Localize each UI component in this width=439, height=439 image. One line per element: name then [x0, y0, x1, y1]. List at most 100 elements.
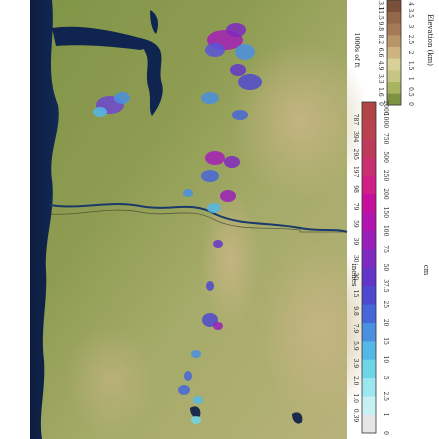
precipitation-blob — [224, 156, 240, 168]
precipitation-colorbar-segment — [362, 304, 376, 323]
precipitation-tick-inch: 79 — [352, 203, 359, 211]
precipitation-colorbar-segment — [362, 212, 376, 232]
precipitation-blob — [93, 107, 107, 117]
precipitation-blob — [193, 396, 203, 404]
elevation-tick-km: 3 — [407, 24, 414, 28]
precipitation-blob — [178, 385, 190, 395]
highland-cascades — [200, 190, 260, 330]
precipitation-tick-inch: 98 — [352, 185, 359, 193]
elevation-tick-km: 1 — [407, 77, 414, 81]
precipitation-tick-cm: 1 — [382, 413, 389, 417]
elevation-tick-km: 1.5 — [407, 61, 414, 71]
pacific-ocean — [30, 0, 59, 439]
highland-east — [230, 40, 370, 200]
precipitation-blob — [191, 350, 201, 358]
precipitation-tick-cm: 2000 — [382, 100, 389, 115]
precipitation-tick-cm: 50 — [382, 264, 389, 272]
elevation-tick-ft: 4.9 — [377, 61, 384, 71]
precipitation-blob — [226, 23, 246, 37]
precipitation-tick-cm: 15 — [382, 337, 389, 345]
precipitation-tick-cm: 25 — [382, 300, 389, 308]
elevation-colorbar — [386, 0, 402, 106]
elevation-colorbar-segment — [387, 0, 401, 12]
precipitation-blob — [213, 240, 223, 248]
precipitation-colorbar-segment — [362, 396, 376, 415]
precipitation-overlay — [93, 23, 262, 424]
precipitation-tick-inch: 20 — [352, 272, 359, 280]
precipitation-colorbar-segment — [362, 359, 376, 379]
precipitation-colorbar-segment — [362, 341, 376, 360]
precipitation-tick-inch: 5.9 — [352, 341, 359, 351]
precipitation-blob — [220, 190, 236, 202]
elevation-tick-ft: 1.6 — [377, 87, 384, 97]
precipitation-blob — [238, 74, 262, 90]
precipitation-tick-inch: 30 — [352, 255, 359, 263]
elevation-tick-ft: 8.2 — [377, 35, 384, 45]
strait-of-juan-de-fuca — [52, 26, 149, 50]
elevation-tick-km: 4 — [407, 2, 414, 6]
precipitation-blob — [207, 203, 221, 213]
precipitation-blob — [205, 43, 225, 57]
lake-1 — [190, 406, 201, 418]
precipitation-tick-cm: 250 — [382, 170, 389, 182]
precipitation-blob — [230, 64, 246, 76]
precipitation-tick-inch: 295 — [352, 149, 359, 161]
elevation-tick-ft: 3.3 — [377, 74, 384, 84]
elevation-tick-km: 0 — [407, 102, 414, 106]
precipitation-tick-cm: 500 — [382, 151, 389, 163]
precipitation-tick-inch: 197 — [352, 166, 359, 178]
precipitation-tick-inch: 787 — [352, 114, 359, 126]
highland-southeast — [260, 240, 380, 420]
puget-sound — [140, 38, 163, 116]
elevation-colorbar-frame — [386, 0, 402, 106]
precipitation-tick-inch: 9.8 — [352, 306, 359, 316]
precipitation-tick-cm: 75 — [382, 245, 389, 253]
precipitation-tick-inch: 39 — [352, 238, 359, 246]
precipitation-blob — [114, 92, 130, 104]
precipitation-blob — [191, 416, 201, 424]
precipitation-tick-cm: 20 — [382, 319, 389, 327]
precipitation-blob — [202, 313, 218, 327]
precipitation-tick-inch: 0.39 — [352, 409, 359, 423]
precipitation-colorbar-segment — [362, 102, 376, 121]
precipitation-tick-cm: 200 — [382, 188, 389, 200]
precipitation-tick-inch: 394 — [352, 131, 359, 143]
precipitation-tick-cm: 0 — [382, 431, 389, 435]
lake-2 — [292, 412, 303, 424]
precipitation-tick-inch: 15 — [352, 290, 359, 298]
precipitation-colorbar — [361, 101, 377, 434]
elevation-label: Elevation (km) — [426, 14, 434, 66]
precipitation-blob — [235, 44, 255, 60]
elevation-tick-ft: 0 — [377, 102, 384, 106]
elevation-tick-km: 2.5 — [407, 35, 414, 45]
precipitation-blob — [213, 322, 223, 330]
precipitation-colorbar-segment — [362, 249, 376, 268]
precipitation-tick-cm: 750 — [382, 133, 389, 145]
precipitation-colorbar-frame — [361, 101, 377, 434]
elevation-unit-label: 1000s of ft — [353, 32, 361, 68]
elevation-tick-km: 2 — [407, 51, 414, 55]
elevation-colorbar-segment — [387, 93, 401, 106]
precipitation-colorbar-segment — [362, 285, 376, 305]
precipitation-tick-cm: 10 — [382, 356, 389, 364]
elevation-colorbar-segment — [387, 58, 401, 71]
precipitation-blob — [184, 371, 192, 381]
precipitation-tick-cm: 2.5 — [382, 391, 389, 401]
precipitation-tick-inch: 3.9 — [352, 359, 359, 369]
precipitation-colorbar-segment — [362, 157, 376, 176]
elevation-tick-ft: 6.6 — [377, 48, 384, 58]
precipitation-tick-inch: 2.0 — [352, 376, 359, 386]
precipitation-tick-inch: 1.0 — [352, 393, 359, 403]
precipitation-colorbar-segment — [362, 175, 376, 195]
precipitation-blob — [201, 92, 219, 104]
precipitation-colorbar-segment — [362, 120, 376, 140]
precipitation-tick-cm: 100 — [382, 225, 389, 237]
precipitation-tick-cm: 150 — [382, 207, 389, 219]
elevation-tick-ft: 11.5 — [377, 6, 384, 20]
elevation-colorbar-segment — [387, 46, 401, 59]
precipitation-label-inches: inches — [350, 264, 358, 287]
elevation-colorbar-segment — [387, 70, 401, 82]
elevation-tick-km: 0.5 — [407, 87, 414, 97]
precipitation-tick-inch: 59 — [352, 220, 359, 228]
